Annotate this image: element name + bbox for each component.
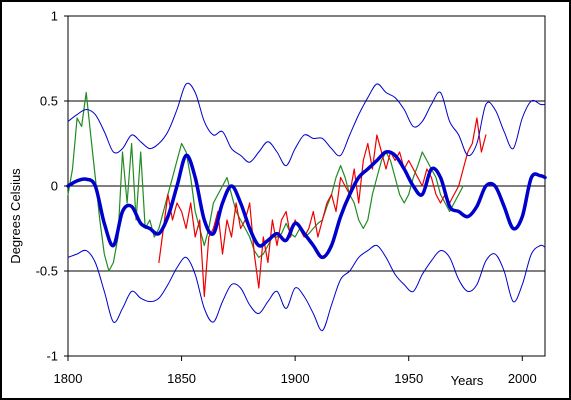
x-tick-label-1: 1850 xyxy=(167,371,196,386)
x-axis-label: Years xyxy=(451,373,484,388)
x-tick-label-2: 1900 xyxy=(281,371,310,386)
y-tick-label-4: -1 xyxy=(46,349,58,364)
x-tick-label-0: 1800 xyxy=(54,371,83,386)
series-line-4 xyxy=(158,117,487,298)
y-axis-label: Degrees Celsius xyxy=(8,168,23,264)
series-line-1 xyxy=(67,244,546,332)
y-tick-label-1: 0.5 xyxy=(40,94,58,109)
x-tick-label-4: 2000 xyxy=(508,371,537,386)
y-tick-label-2: 0 xyxy=(51,179,58,194)
y-tick-label-3: -0.5 xyxy=(36,264,58,279)
series-line-2 xyxy=(66,150,547,260)
y-tick-label-0: 1 xyxy=(51,9,58,24)
x-tick-label-3: 1950 xyxy=(394,371,423,386)
series-line-0 xyxy=(67,82,546,167)
